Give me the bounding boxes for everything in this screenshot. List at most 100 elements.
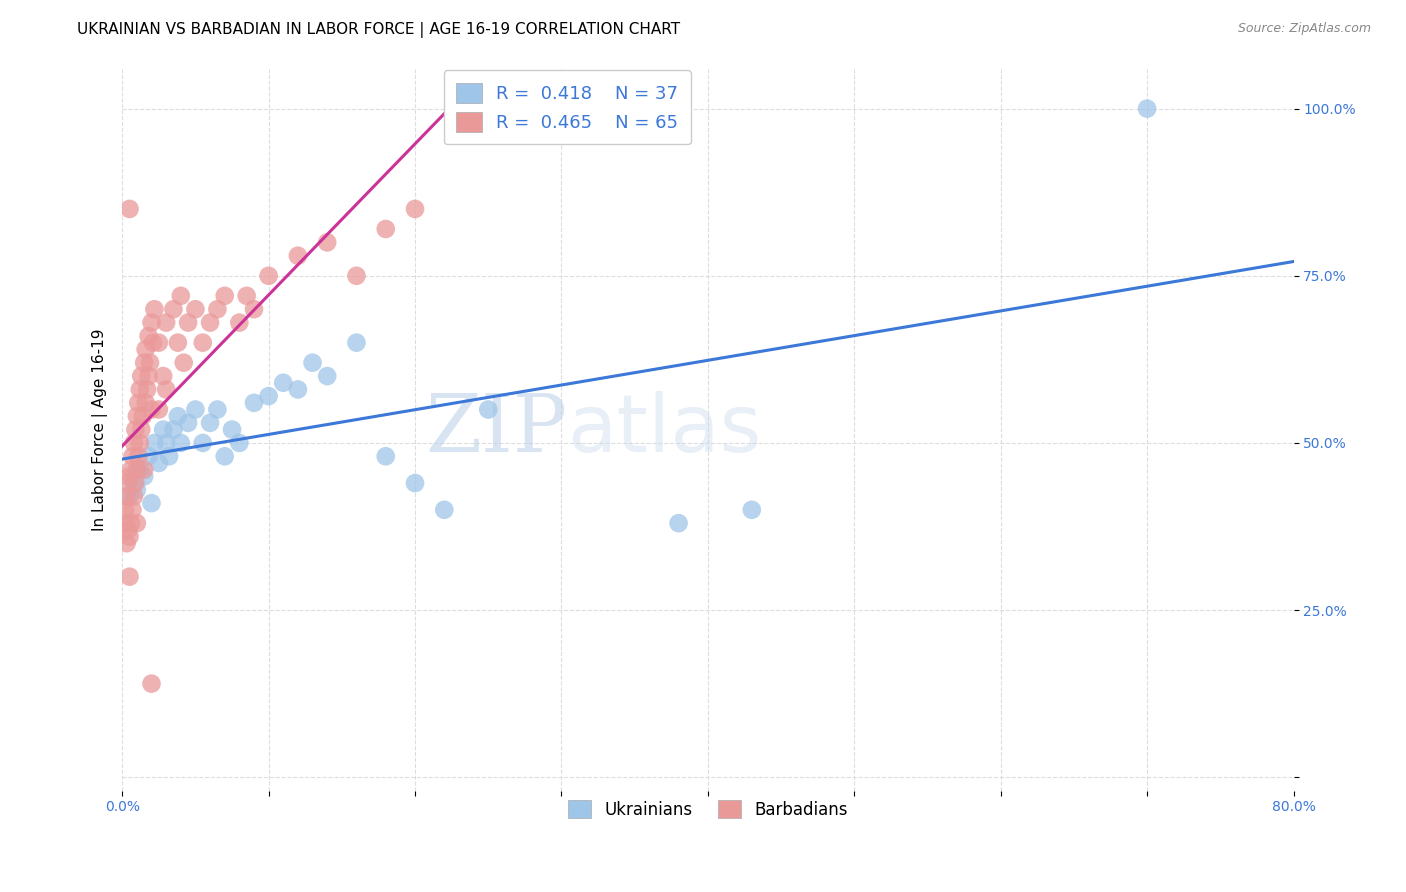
Point (117, 523, 139, 537)
Point (257, 268, 280, 283)
Point (129, 423, 152, 437)
Point (162, 423, 184, 437)
Point (118, 469, 141, 483)
Legend: Ukrainians, Barbadians: Ukrainians, Barbadians (561, 794, 855, 826)
Point (228, 316, 250, 330)
Point (138, 329, 160, 343)
Point (128, 436, 150, 450)
Point (221, 423, 243, 437)
Point (122, 436, 145, 450)
Text: UKRAINIAN VS BARBADIAN IN LABOR FORCE | AGE 16-19 CORRELATION CHART: UKRAINIAN VS BARBADIAN IN LABOR FORCE | … (77, 22, 681, 38)
Point (143, 302, 166, 317)
Point (129, 369, 152, 384)
Point (207, 302, 229, 317)
Point (184, 402, 207, 417)
Point (155, 316, 177, 330)
Point (148, 456, 170, 470)
Point (741, 503, 763, 517)
Point (228, 436, 250, 450)
Point (243, 302, 266, 317)
Point (170, 289, 193, 303)
Text: Source: ZipAtlas.com: Source: ZipAtlas.com (1237, 22, 1371, 36)
Text: atlas: atlas (567, 391, 762, 468)
Point (214, 450, 236, 464)
Point (184, 302, 207, 317)
Point (134, 469, 156, 483)
Point (139, 356, 162, 370)
Point (115, 490, 138, 504)
Point (173, 356, 195, 370)
Point (316, 235, 339, 250)
Point (121, 450, 143, 464)
Point (121, 503, 143, 517)
Point (138, 450, 160, 464)
Point (118, 529, 141, 543)
Point (136, 383, 159, 397)
Point (166, 335, 188, 350)
Point (346, 335, 368, 350)
Point (162, 302, 184, 317)
Point (125, 483, 148, 497)
Point (477, 402, 499, 417)
Point (143, 436, 166, 450)
Point (141, 496, 163, 510)
Point (346, 268, 368, 283)
Point (118, 490, 141, 504)
Point (114, 516, 136, 531)
Point (170, 436, 193, 450)
Point (404, 476, 426, 491)
Point (128, 463, 150, 477)
Point (141, 316, 163, 330)
Point (433, 503, 456, 517)
Point (134, 356, 156, 370)
Point (125, 409, 148, 424)
Point (152, 423, 174, 437)
Point (117, 476, 139, 491)
Point (120, 516, 142, 531)
Point (177, 416, 200, 430)
Point (135, 396, 157, 410)
Point (124, 476, 146, 491)
Point (122, 490, 145, 504)
Point (235, 289, 257, 303)
Point (166, 409, 188, 424)
Point (287, 383, 309, 397)
Point (191, 436, 214, 450)
Point (207, 402, 229, 417)
Point (114, 503, 136, 517)
Text: ZIP: ZIP (425, 391, 567, 468)
Point (198, 316, 221, 330)
Point (132, 409, 155, 424)
Point (191, 335, 214, 350)
Point (157, 450, 180, 464)
Point (127, 450, 149, 464)
Point (138, 369, 160, 384)
Y-axis label: In Labor Force | Age 16-19: In Labor Force | Age 16-19 (93, 328, 108, 531)
Point (155, 383, 177, 397)
Point (141, 676, 163, 690)
Point (134, 463, 156, 477)
Point (668, 516, 690, 531)
Point (271, 376, 294, 390)
Point (127, 396, 149, 410)
Point (243, 396, 266, 410)
Point (124, 423, 146, 437)
Point (404, 202, 426, 216)
Point (135, 343, 157, 357)
Point (374, 222, 396, 236)
Point (152, 369, 174, 384)
Point (257, 389, 280, 403)
Point (316, 369, 339, 384)
Point (148, 402, 170, 417)
Point (287, 249, 309, 263)
Point (301, 356, 323, 370)
Point (128, 383, 150, 397)
Point (118, 202, 141, 216)
Point (148, 335, 170, 350)
Point (141, 402, 163, 417)
Point (198, 416, 221, 430)
Point (177, 316, 200, 330)
Point (155, 436, 177, 450)
Point (214, 289, 236, 303)
Point (118, 569, 141, 583)
